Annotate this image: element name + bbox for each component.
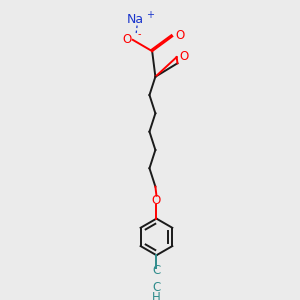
Text: O: O	[122, 32, 131, 46]
Text: O: O	[179, 50, 189, 63]
Text: C: C	[152, 264, 160, 277]
Text: O: O	[175, 29, 184, 42]
Text: +: +	[146, 10, 154, 20]
Text: C: C	[152, 281, 160, 294]
Text: -: -	[137, 29, 141, 39]
Text: O: O	[152, 194, 161, 207]
Text: H: H	[152, 291, 161, 300]
Text: Na: Na	[126, 13, 143, 26]
